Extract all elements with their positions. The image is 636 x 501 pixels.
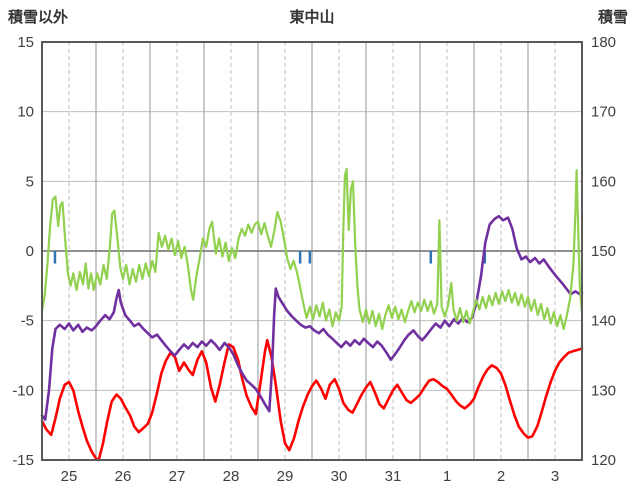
left-axis-tick-label: 15 bbox=[17, 34, 34, 51]
x-axis-day-label: 3 bbox=[551, 468, 559, 485]
plot-border bbox=[41, 41, 583, 461]
x-axis-day-label: 25 bbox=[61, 468, 78, 485]
right-axis-title: 積雪 bbox=[597, 9, 628, 26]
left-axis-tick-label: -15 bbox=[12, 452, 34, 469]
x-axis-day-label: 1 bbox=[443, 468, 451, 485]
purple-line bbox=[40, 214, 584, 421]
red-line bbox=[40, 338, 584, 462]
left-axis-title: 積雪以外 bbox=[8, 9, 69, 26]
x-axis-day-label: 30 bbox=[331, 468, 348, 485]
right-axis-tick-label: 160 bbox=[591, 173, 616, 190]
chart-title: 東中山 bbox=[289, 9, 335, 26]
x-axis-day-label: 28 bbox=[223, 468, 240, 485]
left-axis-tick-label: -10 bbox=[12, 382, 34, 399]
right-axis-tick-label: 150 bbox=[591, 243, 616, 260]
x-axis-day-label: 31 bbox=[385, 468, 402, 485]
right-axis-tick-label: 140 bbox=[591, 313, 616, 330]
x-axis-day-label: 26 bbox=[115, 468, 132, 485]
right-axis-tick-label: 180 bbox=[591, 34, 616, 51]
x-axis-day-label: 27 bbox=[169, 468, 186, 485]
green-line bbox=[40, 167, 584, 331]
x-axis-day-label: 2 bbox=[497, 468, 505, 485]
left-axis-tick-label: 5 bbox=[26, 173, 34, 190]
x-axis-day-label: 29 bbox=[277, 468, 294, 485]
left-axis-tick-label: 0 bbox=[26, 243, 34, 260]
right-axis-tick-label: 130 bbox=[591, 382, 616, 399]
right-axis-tick-label: 120 bbox=[591, 452, 616, 469]
left-axis-tick-label: 10 bbox=[17, 104, 34, 121]
left-axis-tick-label: -5 bbox=[21, 313, 34, 330]
right-axis-tick-label: 170 bbox=[591, 104, 616, 121]
